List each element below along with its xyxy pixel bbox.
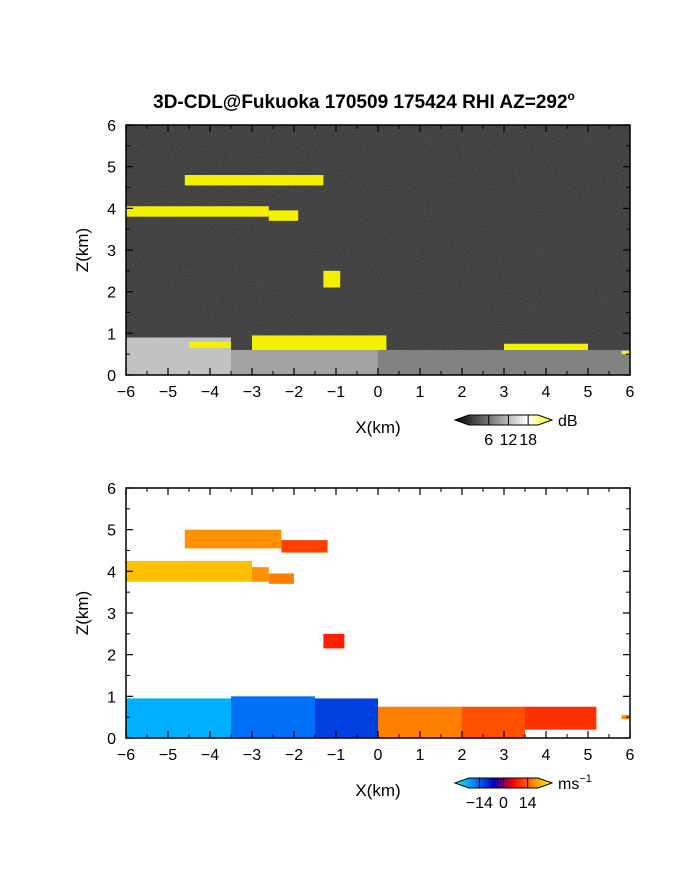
y-tick-label: 6	[107, 481, 116, 498]
x-tick-label: 1	[416, 384, 425, 401]
echo-region-7	[189, 341, 231, 348]
y-tick-label: 2	[107, 285, 116, 302]
velocity-panel: −6 −5 −4 −3 −2 −1 0 1 2 3 4 5 6 0 1 2 3 4 5 6 Z(km) X(km) −…	[73, 481, 635, 812]
echo-region-9	[504, 343, 588, 350]
y-tick-label: 0	[107, 731, 116, 748]
echo-region-0	[184, 175, 324, 186]
x-tick-label: 2	[458, 747, 467, 764]
colorbar-unit: dB	[558, 413, 578, 430]
echo-region-10	[621, 350, 630, 355]
colorbar-unit: ms−1	[558, 773, 592, 793]
echo-region-1	[281, 540, 328, 553]
x-tick-label: 2	[458, 384, 467, 401]
title-degree-sign: o	[568, 89, 575, 103]
x-tick-label: −4	[201, 747, 219, 764]
y-tick-label: 1	[107, 689, 116, 706]
echo-region-5	[323, 633, 345, 649]
x-tick-label: −5	[159, 747, 177, 764]
y-tick-label: 5	[107, 523, 116, 540]
echo-region-2	[268, 210, 299, 221]
y-tick-label: 5	[107, 160, 116, 177]
x-tick-label: 6	[626, 747, 635, 764]
echo-region-8	[315, 698, 378, 738]
x-tick-label: 5	[584, 747, 593, 764]
x-tick-label: 5	[584, 384, 593, 401]
colorbar-tick-label: 12	[500, 432, 518, 449]
x-tick-label: −3	[243, 747, 261, 764]
x-tick-label: 6	[626, 384, 635, 401]
figure-title: 3D-CDL@Fukuoka 170509 175424 RHI AZ=292o	[153, 89, 575, 113]
x-tick-label: −2	[285, 384, 303, 401]
x-tick-label: 4	[542, 747, 551, 764]
x-tick-label: 0	[374, 384, 383, 401]
echo-region-7	[231, 696, 315, 738]
echo-region-3	[323, 270, 341, 288]
echo-region-0	[184, 529, 282, 549]
backscatter-noise-texture	[126, 125, 630, 375]
colorbar-tick-label: 14	[519, 795, 537, 812]
echo-region-8	[252, 335, 387, 350]
y-tick-label: 3	[107, 606, 116, 623]
echo-region-3	[252, 567, 269, 582]
colorbar-tick-label: 18	[519, 432, 537, 449]
velocity-axes: −6 −5 −4 −3 −2 −1 0 1 2 3 4 5 6 0 1 2 3 4 5 6	[107, 481, 634, 764]
backscatter-x-axis-label: X(km)	[355, 418, 400, 437]
echo-region-2	[126, 560, 252, 582]
colorbar-tick-label: −14	[466, 795, 493, 812]
echo-region-11	[525, 706, 597, 730]
y-tick-label: 4	[107, 201, 116, 218]
backscatter-colorbar: 6 12 18 dB	[453, 413, 578, 449]
x-tick-label: −4	[201, 384, 219, 401]
x-tick-label: −6	[117, 384, 135, 401]
colorbar-tick-label: 6	[484, 432, 493, 449]
x-tick-label: −1	[327, 384, 345, 401]
x-tick-label: −6	[117, 747, 135, 764]
x-tick-label: 3	[500, 747, 509, 764]
colorbar-unit-exponent: −1	[579, 773, 592, 785]
y-tick-label: 2	[107, 648, 116, 665]
x-tick-label: −2	[285, 747, 303, 764]
echo-region-4	[268, 573, 294, 584]
y-tick-label: 1	[107, 326, 116, 343]
echo-region-1	[126, 206, 269, 217]
colorbar-scale	[453, 414, 554, 426]
y-tick-label: 4	[107, 564, 116, 581]
colorbar-tick-label: 0	[499, 795, 508, 812]
y-tick-label: 3	[107, 243, 116, 260]
echo-region-10	[462, 706, 525, 738]
y-tick-label: 6	[107, 118, 116, 135]
y-tick-label: 0	[107, 368, 116, 385]
x-tick-label: −1	[327, 747, 345, 764]
velocity-y-axis-label: Z(km)	[73, 591, 92, 635]
x-tick-label: 1	[416, 747, 425, 764]
x-tick-label: −5	[159, 384, 177, 401]
backscatter-axes: −6 −5 −4 −3 −2 −1 0 1 2 3 4 5 6 0 1 2 3 4 5 6	[107, 118, 634, 401]
velocity-x-axis-label: X(km)	[355, 781, 400, 800]
x-tick-label: 3	[500, 384, 509, 401]
echo-region-6	[126, 698, 231, 738]
x-tick-label: 0	[374, 747, 383, 764]
backscatter-y-axis-label: Z(km)	[73, 228, 92, 272]
echo-region-5	[231, 350, 378, 375]
velocity-colorbar: −14 0 14 ms−1	[453, 773, 592, 812]
x-tick-label: 4	[542, 384, 551, 401]
echo-region-12	[621, 715, 630, 720]
x-tick-label: −3	[243, 384, 261, 401]
